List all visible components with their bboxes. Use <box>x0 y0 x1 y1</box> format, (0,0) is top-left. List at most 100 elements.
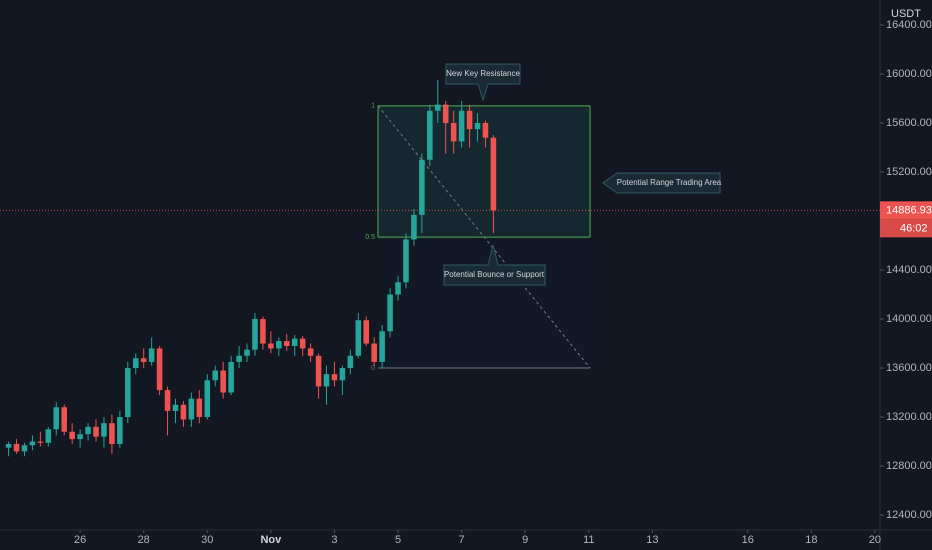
candle-body <box>276 341 282 349</box>
trend-line <box>377 105 591 369</box>
candle-body <box>395 282 401 295</box>
axis-unit: USDT <box>891 8 921 20</box>
candle-body <box>236 355 242 362</box>
candle-body <box>13 443 20 452</box>
candle-body <box>148 348 155 362</box>
candle-body <box>458 110 465 142</box>
candle-body <box>172 404 179 411</box>
candle-body <box>387 294 393 332</box>
candle-body <box>291 338 298 346</box>
y-tick-label: 14000.00 <box>886 313 932 325</box>
y-tick-label: 14400.00 <box>886 264 932 276</box>
x-tick-label: 9 <box>522 534 528 546</box>
y-tick-label: 15600.00 <box>886 117 932 129</box>
candle-body <box>252 319 258 350</box>
callout-box <box>602 172 721 194</box>
candle-body <box>466 110 473 130</box>
x-tick-label: 26 <box>74 534 86 546</box>
candle-body <box>283 341 290 346</box>
callout-box <box>445 63 521 102</box>
candle-body <box>474 123 481 130</box>
candle-body <box>164 390 171 411</box>
x-tick-label: 7 <box>459 534 465 546</box>
candle-body <box>188 398 195 420</box>
candle-body <box>5 443 12 448</box>
fib-ratio: 0 <box>371 365 375 372</box>
candle-body <box>132 358 139 369</box>
candle-body <box>29 441 36 446</box>
y-tick-label: 15200.00 <box>886 166 932 178</box>
plot: 10.50 <box>0 80 880 457</box>
x-tick-label: 18 <box>805 534 817 546</box>
candle-body <box>315 355 322 387</box>
candle-body <box>323 374 330 387</box>
annotation: Potential Bounce or Support <box>444 270 545 279</box>
lower-area <box>378 237 591 369</box>
annotation: Potential Range Trading Area <box>617 178 722 187</box>
candle-body <box>37 441 44 443</box>
countdown-label: 46:02 <box>900 222 928 234</box>
x-tick-label: 16 <box>742 534 754 546</box>
fib-ratio: 1 <box>371 103 375 110</box>
candle-body <box>69 431 75 440</box>
candle-body <box>45 429 52 443</box>
candle-body <box>196 398 203 418</box>
callout-box <box>443 244 546 286</box>
candle-body <box>260 319 266 344</box>
y-tick-label: 12800.00 <box>886 460 932 472</box>
candle-body <box>419 159 425 215</box>
candle-body <box>85 426 91 435</box>
candle-body <box>450 123 457 142</box>
candle-body <box>299 338 306 349</box>
y-tick-label: 16000.00 <box>886 68 932 80</box>
candle-body <box>77 434 83 440</box>
x-tick-label: Nov <box>260 534 282 546</box>
candle-body <box>442 104 449 124</box>
candle-body <box>93 426 99 437</box>
countdown-tag <box>880 219 932 238</box>
candle-body <box>180 404 187 420</box>
candle-body <box>371 343 377 362</box>
y-tick-label: 16400.00 <box>886 19 932 31</box>
candle-body <box>490 137 497 211</box>
candle-body <box>434 104 441 111</box>
candle-body <box>220 370 226 393</box>
candle-body <box>212 370 219 381</box>
candle-body <box>117 417 123 444</box>
last-price-label: 14886.93 <box>886 204 932 216</box>
candle-body <box>53 407 60 430</box>
candle-body <box>307 348 314 356</box>
x-tick-label: 11 <box>583 534 594 546</box>
x-tick-label: 13 <box>646 534 658 546</box>
x-tick-label: 5 <box>395 534 401 546</box>
last-price-tag <box>880 201 932 220</box>
x-tick-label: 3 <box>331 534 337 546</box>
y-tick-label: 13200.00 <box>886 411 932 423</box>
candle-body <box>21 445 28 452</box>
candle-body <box>125 368 131 418</box>
candle-body <box>156 348 163 391</box>
x-tick-label: 20 <box>869 534 881 546</box>
callout: New Key Resistance <box>445 63 521 102</box>
x-tick-label: 30 <box>201 534 213 546</box>
candle-body <box>331 374 338 381</box>
candle-body <box>339 368 346 381</box>
candle-body <box>403 239 409 283</box>
fib-ratio: 0.5 <box>365 234 375 241</box>
candle-body <box>109 423 115 444</box>
candle-body <box>363 320 370 344</box>
y-tick-label: 12400.00 <box>886 509 932 521</box>
candle-body <box>355 320 362 356</box>
callout: Potential Bounce or Support <box>443 244 546 286</box>
candle-body <box>427 110 433 160</box>
candle-body <box>268 343 274 349</box>
x-tick-label: 28 <box>138 534 150 546</box>
callout: Potential Range Trading Area <box>602 172 722 194</box>
candle-body <box>482 123 489 138</box>
y-tick-label: 13600.00 <box>886 362 932 374</box>
annotation: New Key Resistance <box>446 69 520 78</box>
candle-body <box>244 349 250 356</box>
candle-body <box>140 358 147 362</box>
candle-body <box>411 214 417 240</box>
